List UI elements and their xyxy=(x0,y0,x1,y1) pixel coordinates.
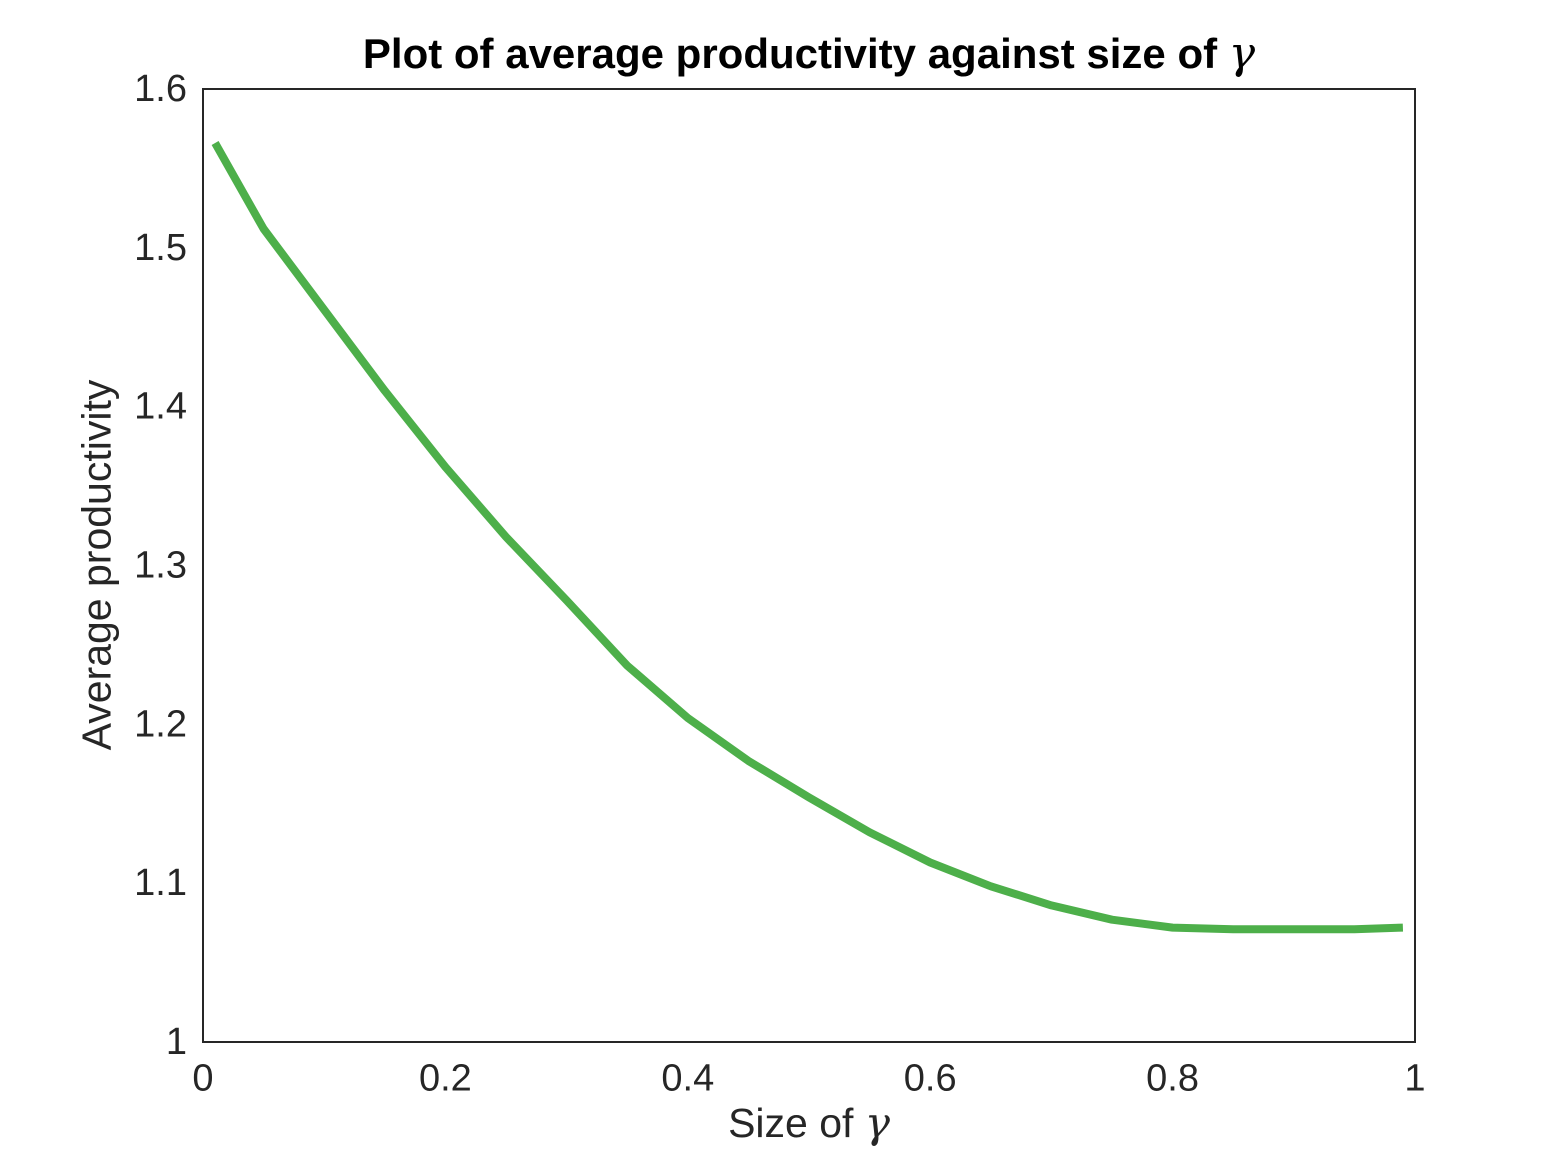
axes-border xyxy=(202,88,1416,1043)
y-tick-label: 1.1 xyxy=(134,862,187,904)
y-tick-label: 1 xyxy=(166,1021,187,1063)
chart-title: Plot of average productivity against siz… xyxy=(203,28,1415,79)
y-tick-label: 1.3 xyxy=(134,545,187,587)
x-tick-label: 0 xyxy=(192,1057,213,1099)
gamma-symbol: γ xyxy=(1228,28,1256,79)
y-axis-label: Average productivity xyxy=(73,379,120,751)
data-line xyxy=(211,141,1404,934)
x-axis-label: Size of γ xyxy=(203,1098,1415,1147)
y-tick-label: 1.6 xyxy=(134,68,187,110)
x-tick-label: 0.2 xyxy=(419,1057,472,1099)
x-tick-label: 0.4 xyxy=(661,1057,714,1099)
y-tick-label: 1.2 xyxy=(134,703,187,745)
chart-title-text: Plot of average productivity against siz… xyxy=(362,30,1229,77)
x-tick-label: 0.8 xyxy=(1146,1057,1199,1099)
x-axis-label-text: Size of xyxy=(728,1100,865,1146)
y-tick-label: 1.4 xyxy=(134,386,187,428)
x-tick-label: 1 xyxy=(1404,1057,1425,1099)
gamma-symbol: γ xyxy=(864,1098,890,1147)
y-tick-label: 1.5 xyxy=(134,227,187,269)
x-tick-label: 0.6 xyxy=(904,1057,957,1099)
